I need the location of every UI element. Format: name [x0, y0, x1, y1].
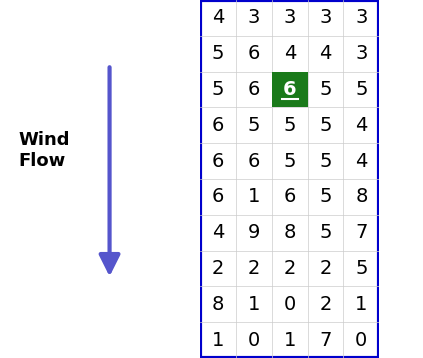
Text: 5: 5 [283, 116, 296, 135]
Text: 6: 6 [283, 80, 297, 99]
Text: 4: 4 [319, 44, 332, 63]
Text: 2: 2 [283, 259, 296, 278]
Text: 1: 1 [355, 295, 368, 314]
Text: 3: 3 [355, 8, 368, 28]
Text: 5: 5 [355, 259, 368, 278]
Text: Wind
Flow: Wind Flow [19, 131, 70, 170]
Text: 6: 6 [283, 187, 296, 207]
Text: 0: 0 [355, 330, 368, 350]
Text: 5: 5 [212, 44, 225, 63]
Text: 5: 5 [212, 80, 225, 99]
Text: 8: 8 [283, 223, 296, 242]
Text: 7: 7 [355, 223, 368, 242]
Text: 4: 4 [212, 8, 224, 28]
Bar [272, 72, 308, 107]
Text: 1: 1 [212, 330, 224, 350]
Text: 5: 5 [319, 223, 332, 242]
Text: 5: 5 [319, 187, 332, 207]
Text: 3: 3 [319, 8, 332, 28]
Text: 6: 6 [248, 80, 260, 99]
Text: 8: 8 [355, 187, 368, 207]
Text: 6: 6 [248, 44, 260, 63]
Text: 3: 3 [355, 44, 368, 63]
Text: 4: 4 [212, 223, 224, 242]
Text: 5: 5 [319, 80, 332, 99]
Text: 6: 6 [212, 116, 224, 135]
Text: 1: 1 [283, 330, 296, 350]
Text: 8: 8 [212, 295, 224, 314]
Text: 2: 2 [319, 259, 332, 278]
Text: 1: 1 [248, 187, 260, 207]
Text: 3: 3 [248, 8, 260, 28]
Text: 5: 5 [283, 151, 296, 171]
Text: 0: 0 [248, 330, 260, 350]
Text: 4: 4 [283, 44, 296, 63]
Text: 2: 2 [319, 295, 332, 314]
Text: 9: 9 [248, 223, 260, 242]
Text: 5: 5 [248, 116, 260, 135]
Text: 5: 5 [319, 151, 332, 171]
Text: 7: 7 [319, 330, 332, 350]
Text: 3: 3 [283, 8, 296, 28]
Text: 0: 0 [284, 295, 296, 314]
Text: 4: 4 [355, 116, 368, 135]
Text: 2: 2 [248, 259, 260, 278]
Text: 5: 5 [319, 116, 332, 135]
Text: 4: 4 [355, 151, 368, 171]
Text: 2: 2 [212, 259, 224, 278]
Text: 1: 1 [248, 295, 260, 314]
Text: 6: 6 [212, 187, 224, 207]
Text: 5: 5 [355, 80, 368, 99]
Text: 6: 6 [212, 151, 224, 171]
Text: 6: 6 [248, 151, 260, 171]
